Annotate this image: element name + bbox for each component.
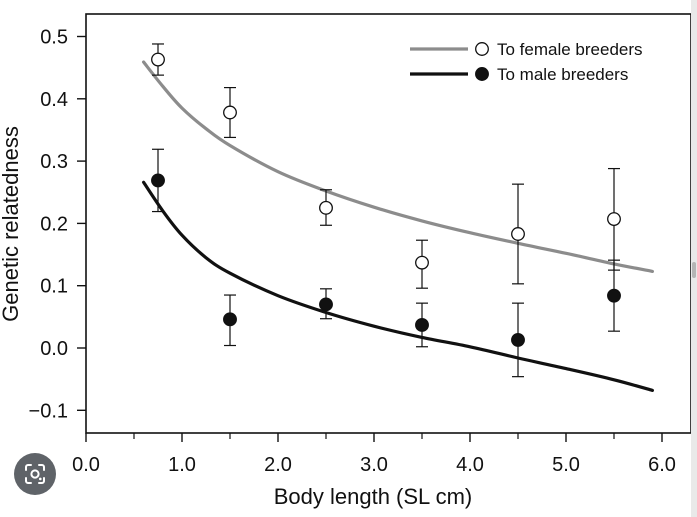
lens-button[interactable] [14, 453, 56, 495]
male-fit-curve [142, 180, 654, 392]
female-data-point [607, 212, 621, 226]
male-data-point [607, 288, 621, 303]
female-fit-curve [142, 60, 654, 273]
x-tick-label: 4.0 [456, 454, 484, 476]
female-data-point [223, 105, 237, 120]
female-data-point [415, 255, 429, 270]
y-axis-title: Genetic relatedness [0, 126, 23, 322]
scrollbar-thumb[interactable] [692, 262, 696, 278]
x-axis-title: Body length (SL cm) [274, 484, 473, 509]
y-tick-label: 0.1 [40, 276, 68, 298]
y-axis-ticks: −0.1 0.0 0.1 0.2 0.3 0.4 0.5 [29, 27, 86, 422]
male-data-point [319, 297, 333, 312]
female-data-point [151, 52, 165, 67]
female-data-point [319, 200, 333, 215]
male-data-point [415, 317, 429, 332]
female-legend-marker [475, 42, 489, 56]
y-tick-label: 0.0 [40, 338, 68, 360]
fit-curves [142, 60, 654, 392]
male-data-point [511, 332, 525, 347]
y-tick-label: 0.2 [40, 213, 68, 235]
lens-icon [25, 464, 45, 484]
x-tick-label: 5.0 [552, 454, 580, 476]
data-points [151, 52, 621, 347]
x-tick-label: 1.0 [168, 454, 196, 476]
x-tick-label: 3.0 [360, 454, 388, 476]
y-tick-label: −0.1 [29, 400, 68, 422]
female-data-point [511, 227, 525, 241]
error-bars [152, 43, 620, 378]
scrollbar[interactable] [691, 0, 697, 517]
female-legend-label: To female breeders [497, 40, 643, 59]
male-data-point [151, 173, 165, 188]
male-legend-label: To male breeders [497, 65, 628, 84]
male-legend-marker [475, 67, 489, 81]
x-axis-ticks: 0.0 1.0 2.0 3.0 4.0 5.0 6.0 [72, 433, 676, 476]
x-tick-label: 0.0 [72, 454, 100, 476]
x-tick-label: 6.0 [648, 454, 676, 476]
x-tick-label: 2.0 [264, 454, 292, 476]
legend: To female breeders To male breeders [410, 40, 643, 84]
y-tick-label: 0.4 [40, 89, 68, 111]
y-tick-label: 0.3 [40, 151, 68, 173]
y-tick-label: 0.5 [40, 27, 68, 49]
male-data-point [223, 312, 237, 327]
